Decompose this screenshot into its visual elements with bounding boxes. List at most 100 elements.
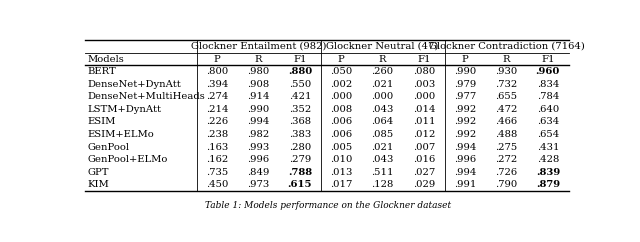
Text: .994: .994 (454, 168, 476, 177)
Text: KIM: KIM (88, 180, 109, 189)
Text: Glockner Neutral (47): Glockner Neutral (47) (326, 42, 439, 51)
Text: .012: .012 (413, 130, 435, 139)
Text: ESIM: ESIM (88, 117, 116, 127)
Text: .428: .428 (537, 155, 559, 164)
Text: .000: .000 (371, 92, 394, 101)
Text: ESIM+ELMo: ESIM+ELMo (88, 130, 154, 139)
Text: .279: .279 (289, 155, 311, 164)
Text: .450: .450 (206, 180, 228, 189)
Text: .914: .914 (247, 92, 270, 101)
Text: .908: .908 (248, 80, 269, 89)
Text: .979: .979 (454, 80, 476, 89)
Text: .260: .260 (371, 67, 394, 76)
Text: .002: .002 (330, 80, 353, 89)
Text: .085: .085 (371, 130, 394, 139)
Text: DenseNet+MultiHeads: DenseNet+MultiHeads (88, 92, 205, 101)
Text: .003: .003 (413, 80, 435, 89)
Text: .027: .027 (413, 168, 435, 177)
Text: .849: .849 (248, 168, 269, 177)
Text: .000: .000 (413, 92, 435, 101)
Text: .050: .050 (330, 67, 353, 76)
Text: .982: .982 (248, 130, 269, 139)
Text: .839: .839 (536, 168, 560, 177)
Text: .992: .992 (454, 130, 476, 139)
Text: .274: .274 (206, 92, 228, 101)
Text: .007: .007 (413, 143, 435, 152)
Text: .275: .275 (495, 143, 518, 152)
Text: P: P (338, 55, 344, 64)
Text: .996: .996 (248, 155, 269, 164)
Text: .996: .996 (454, 155, 476, 164)
Text: .732: .732 (495, 80, 518, 89)
Text: .980: .980 (248, 67, 269, 76)
Text: .383: .383 (289, 130, 311, 139)
Text: .029: .029 (413, 180, 435, 189)
Text: .014: .014 (413, 105, 435, 114)
Text: .784: .784 (537, 92, 559, 101)
Text: .064: .064 (371, 117, 394, 127)
Text: .960: .960 (536, 67, 560, 76)
Text: Models: Models (88, 55, 124, 64)
Text: .128: .128 (371, 180, 394, 189)
Text: .973: .973 (248, 180, 269, 189)
Text: .991: .991 (454, 180, 476, 189)
Text: .834: .834 (537, 80, 559, 89)
Text: .930: .930 (495, 67, 518, 76)
Text: P: P (214, 55, 221, 64)
Text: P: P (462, 55, 468, 64)
Text: .640: .640 (537, 105, 559, 114)
Text: .000: .000 (330, 92, 353, 101)
Text: .280: .280 (289, 143, 311, 152)
Text: .021: .021 (371, 80, 394, 89)
Text: BERT: BERT (88, 67, 116, 76)
Text: .488: .488 (495, 130, 518, 139)
Text: GPT: GPT (88, 168, 109, 177)
Text: .080: .080 (413, 67, 435, 76)
Text: .006: .006 (330, 117, 352, 127)
Text: .021: .021 (371, 143, 394, 152)
Text: .654: .654 (537, 130, 559, 139)
Text: .162: .162 (206, 155, 228, 164)
Text: F1: F1 (293, 55, 307, 64)
Text: F1: F1 (541, 55, 555, 64)
Text: .431: .431 (537, 143, 559, 152)
Text: .394: .394 (206, 80, 228, 89)
Text: .272: .272 (495, 155, 518, 164)
Text: .788: .788 (288, 168, 312, 177)
Text: DenseNet+DynAtt: DenseNet+DynAtt (88, 80, 181, 89)
Text: .550: .550 (289, 80, 311, 89)
Text: .005: .005 (330, 143, 353, 152)
Text: Glockner Entailment (982): Glockner Entailment (982) (191, 42, 326, 51)
Text: .994: .994 (454, 143, 476, 152)
Text: GenPool+ELMo: GenPool+ELMo (88, 155, 168, 164)
Text: .726: .726 (495, 168, 518, 177)
Text: LSTM+DynAtt: LSTM+DynAtt (88, 105, 161, 114)
Text: .800: .800 (206, 67, 228, 76)
Text: R: R (379, 55, 387, 64)
Text: R: R (503, 55, 510, 64)
Text: .368: .368 (289, 117, 311, 127)
Text: .163: .163 (206, 143, 228, 152)
Text: .472: .472 (495, 105, 518, 114)
Text: .010: .010 (330, 155, 353, 164)
Text: .990: .990 (248, 105, 269, 114)
Text: .238: .238 (206, 130, 228, 139)
Text: .634: .634 (537, 117, 559, 127)
Text: R: R (255, 55, 262, 64)
Text: .008: .008 (330, 105, 353, 114)
Text: .226: .226 (206, 117, 228, 127)
Text: F1: F1 (417, 55, 431, 64)
Text: .879: .879 (536, 180, 560, 189)
Text: .655: .655 (495, 92, 518, 101)
Text: .994: .994 (248, 117, 269, 127)
Text: .615: .615 (287, 180, 312, 189)
Text: .992: .992 (454, 105, 476, 114)
Text: .511: .511 (371, 168, 394, 177)
Text: .421: .421 (289, 92, 311, 101)
Text: GenPool: GenPool (88, 143, 129, 152)
Text: .880: .880 (288, 67, 312, 76)
Text: .043: .043 (371, 105, 394, 114)
Text: .735: .735 (206, 168, 228, 177)
Text: .993: .993 (248, 143, 269, 152)
Text: Table 1: Models performance on the Glockner dataset: Table 1: Models performance on the Glock… (205, 201, 451, 210)
